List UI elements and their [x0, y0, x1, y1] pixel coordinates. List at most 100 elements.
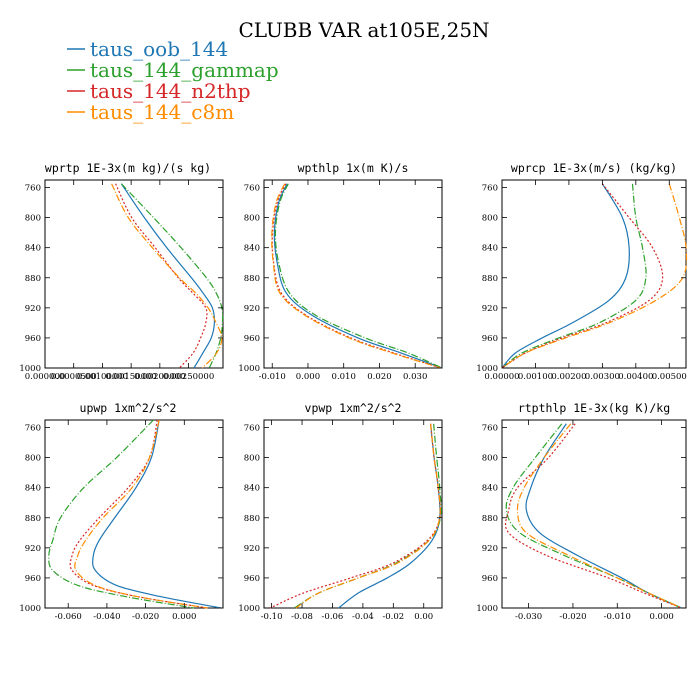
y-tick-label-vpwp-920: 920: [244, 544, 260, 554]
x-tick-label-wprcp-2: 0.00200: [551, 372, 586, 382]
panel-title-rtpthlp: rtpthlp 1E-3x(kg K)/kg: [518, 401, 670, 415]
series-line-rtpthlp-taus_144_n2thp: [504, 423, 682, 609]
x-tick-label-wprcp-5: 0.00500: [652, 372, 687, 382]
panel-vpwp: vpwp 1xm^2/s^2 7608008408809209601000-0.…: [238, 401, 443, 622]
panel-wprtp: wprtp 1E-3x(m kg)/(s kg) 760 800 840 880 920…: [19, 161, 224, 382]
x-tick-label-vpwp-5: 0.00: [414, 612, 433, 622]
x-tick-label-upwp-0: -0.060: [55, 612, 82, 622]
series-line-wprtp-taus_144_c8m: [111, 183, 223, 369]
x-tick-label-wprcp-1: 0.00100: [518, 372, 553, 382]
y-tick-label-rtpthlp-880: 880: [482, 514, 498, 524]
legend: taus_oob_144 taus_144_gammap taus_144_n2…: [67, 37, 279, 124]
y-tick-label-vpwp-800: 800: [244, 454, 260, 464]
x-tick-label-vpwp-4: -0.02: [382, 612, 404, 622]
y-tick-label-vpwp-880: 880: [244, 514, 260, 524]
y-tick-label-rtpthlp-800: 800: [482, 454, 498, 464]
panel-rtpthlp: rtpthlp 1E-3x(kg K)/kg 760 800 840 880 920 96…: [476, 401, 687, 622]
axes-group-wprtp: 76080084088092096010000.0000000.00005000…: [19, 180, 223, 382]
y-tick-label-vpwp-960: 960: [244, 574, 260, 584]
axes-group-wprcp: 76080084088092096010000.000000.001000.00…: [476, 180, 687, 382]
axes-group-rtpthlp: 760 800 840 880 920 960 1000 -0.030 -0.020 -0.010…: [476, 420, 686, 622]
y-tick-label-vpwp-760: 760: [244, 424, 260, 434]
y-tick-label-upwp-920: 920: [25, 544, 41, 554]
y-tick-label-wprtp-760: 760: [25, 184, 41, 194]
figure-title: CLUBB VAR at105E,25N: [238, 18, 489, 42]
x-tick-label-wpthlp-2: 0.010: [332, 372, 356, 382]
plot-frame-wprtp: [44, 179, 224, 369]
series-group-wpthlp: [271, 183, 443, 369]
y-tick-label-wprtp-1000: 1000: [19, 364, 41, 374]
y-tick-label-wprcp-880: 880: [482, 274, 498, 284]
y-tick-label-wpthlp-920: 920: [244, 304, 260, 314]
series-line-wprcp-taus_oob_144: [501, 183, 630, 369]
series-line-vpwp-taus_oob_144: [338, 423, 441, 609]
x-tick-label-vpwp-3: -0.04: [352, 612, 374, 622]
y-tick-label-wprcp-800: 800: [482, 214, 498, 224]
x-tick-label-wpthlp-3: 0.020: [367, 372, 391, 382]
x-tick-label-wpthlp-4: 0.030: [403, 372, 427, 382]
series-line-upwp-taus_144_gammap: [48, 419, 195, 609]
panel-title-vpwp: vpwp 1xm^2/s^2: [305, 401, 402, 415]
axes-group-upwp: 760 800 840 880 920 960 1000 -0.060 -0.040 -0.020…: [19, 420, 223, 622]
y-tick-label-wprcp-1000: 1000: [476, 364, 498, 374]
x-tick-label-upwp-2: -0.020: [132, 612, 159, 622]
y-tick-label-wprtp-840: 840: [25, 244, 41, 254]
x-tick-label-wprtp-0: 0.000000: [25, 372, 66, 382]
x-tick-label-rtpthlp-0: -0.030: [515, 612, 542, 622]
y-tick-label-wprcp-760: 760: [482, 184, 498, 194]
x-tick-label-vpwp-0: -0.10: [261, 612, 283, 622]
series-line-wpthlp-taus_144_n2thp: [271, 183, 442, 369]
plot-frame-wprcp: [501, 179, 687, 369]
series-line-upwp-taus_144_n2thp: [69, 419, 208, 609]
y-tick-label-upwp-760: 760: [25, 424, 41, 434]
panel-title-wpthlp: wpthlp 1x(m K)/s: [298, 161, 409, 175]
y-tick-label-wpthlp-840: 840: [244, 244, 260, 254]
series-group-vpwp: [269, 423, 442, 609]
y-tick-label-upwp-1000: 1000: [19, 604, 41, 614]
y-tick-label-rtpthlp-1000: 1000: [476, 604, 498, 614]
x-tick-label-wprtp-5: 0.00250000: [163, 372, 214, 382]
y-tick-label-wprtp-960: 960: [25, 334, 41, 344]
panel-title-wprcp: wprcp 1E-3x(m/s) (kg/kg): [511, 161, 677, 175]
panel-wpthlp: wpthlp 1x(m K)/s 760 800 840 880 920 960 1000-…: [238, 161, 443, 382]
plot-frame-vpwp: [263, 419, 443, 609]
axes-group-wpthlp: 760 800 840 880 920 960 1000-0.010 0.000 0.010 0.…: [238, 180, 442, 382]
panel-title-wprtp: wprtp 1E-3x(m kg)/(s kg): [45, 161, 211, 175]
y-tick-label-wprcp-840: 840: [482, 244, 498, 254]
x-tick-label-wpthlp-0: -0.010: [259, 372, 286, 382]
y-tick-label-wpthlp-760: 760: [244, 184, 260, 194]
y-tick-label-upwp-880: 880: [25, 514, 41, 524]
series-line-upwp-taus_144_c8m: [74, 419, 208, 609]
series-line-vpwp-taus_144_n2thp: [269, 423, 441, 609]
y-tick-label-wprtp-920: 920: [25, 304, 41, 314]
x-tick-label-wprtp-1: 0.0000500: [51, 372, 97, 382]
panel-wprcp: wprcp 1E-3x(m/s) (kg/kg) 760 800 840 880 920…: [476, 161, 688, 382]
series-line-wprcp-taus_144_c8m: [501, 183, 688, 369]
x-tick-label-wprcp-0: 0.00000: [484, 372, 519, 382]
panel-upwp: upwp 1xm^2/s^2 760 800 840 880 920 960 1000 -0.…: [19, 401, 224, 622]
x-tick-label-upwp-3: 0.000: [172, 612, 196, 622]
series-line-wpthlp-taus_144_c8m: [271, 183, 442, 369]
y-tick-label-wpthlp-880: 880: [244, 274, 260, 284]
series-line-vpwp-taus_144_c8m: [295, 423, 441, 609]
series-line-rtpthlp-taus_oob_144: [525, 423, 682, 609]
y-tick-label-wprtp-800: 800: [25, 214, 41, 224]
y-tick-label-wprcp-960: 960: [482, 334, 498, 344]
series-line-wprcp-taus_144_n2thp: [501, 183, 664, 369]
x-tick-label-rtpthlp-1: -0.020: [559, 612, 586, 622]
x-tick-label-wprcp-3: 0.00300: [585, 372, 620, 382]
plot-frame-upwp: [44, 419, 224, 609]
legend-label-taus_144_n2thp: taus_144_n2thp: [90, 79, 251, 103]
x-tick-label-wprtp-4: 0.00200000: [134, 372, 185, 382]
x-tick-label-rtpthlp-2: -0.010: [604, 612, 631, 622]
series-line-rtpthlp-taus_144_gammap: [505, 423, 682, 609]
legend-label-taus_oob_144: taus_oob_144: [90, 37, 228, 61]
series-line-wprtp-taus_oob_144: [120, 183, 216, 369]
series-group-upwp: [48, 419, 222, 609]
series-line-wprtp-taus_144_n2thp: [115, 183, 208, 369]
y-tick-label-upwp-800: 800: [25, 454, 41, 464]
y-tick-label-wpthlp-1000: 1000: [238, 364, 260, 374]
y-tick-label-wpthlp-960: 960: [244, 334, 260, 344]
x-tick-label-vpwp-1: -0.08: [291, 612, 313, 622]
